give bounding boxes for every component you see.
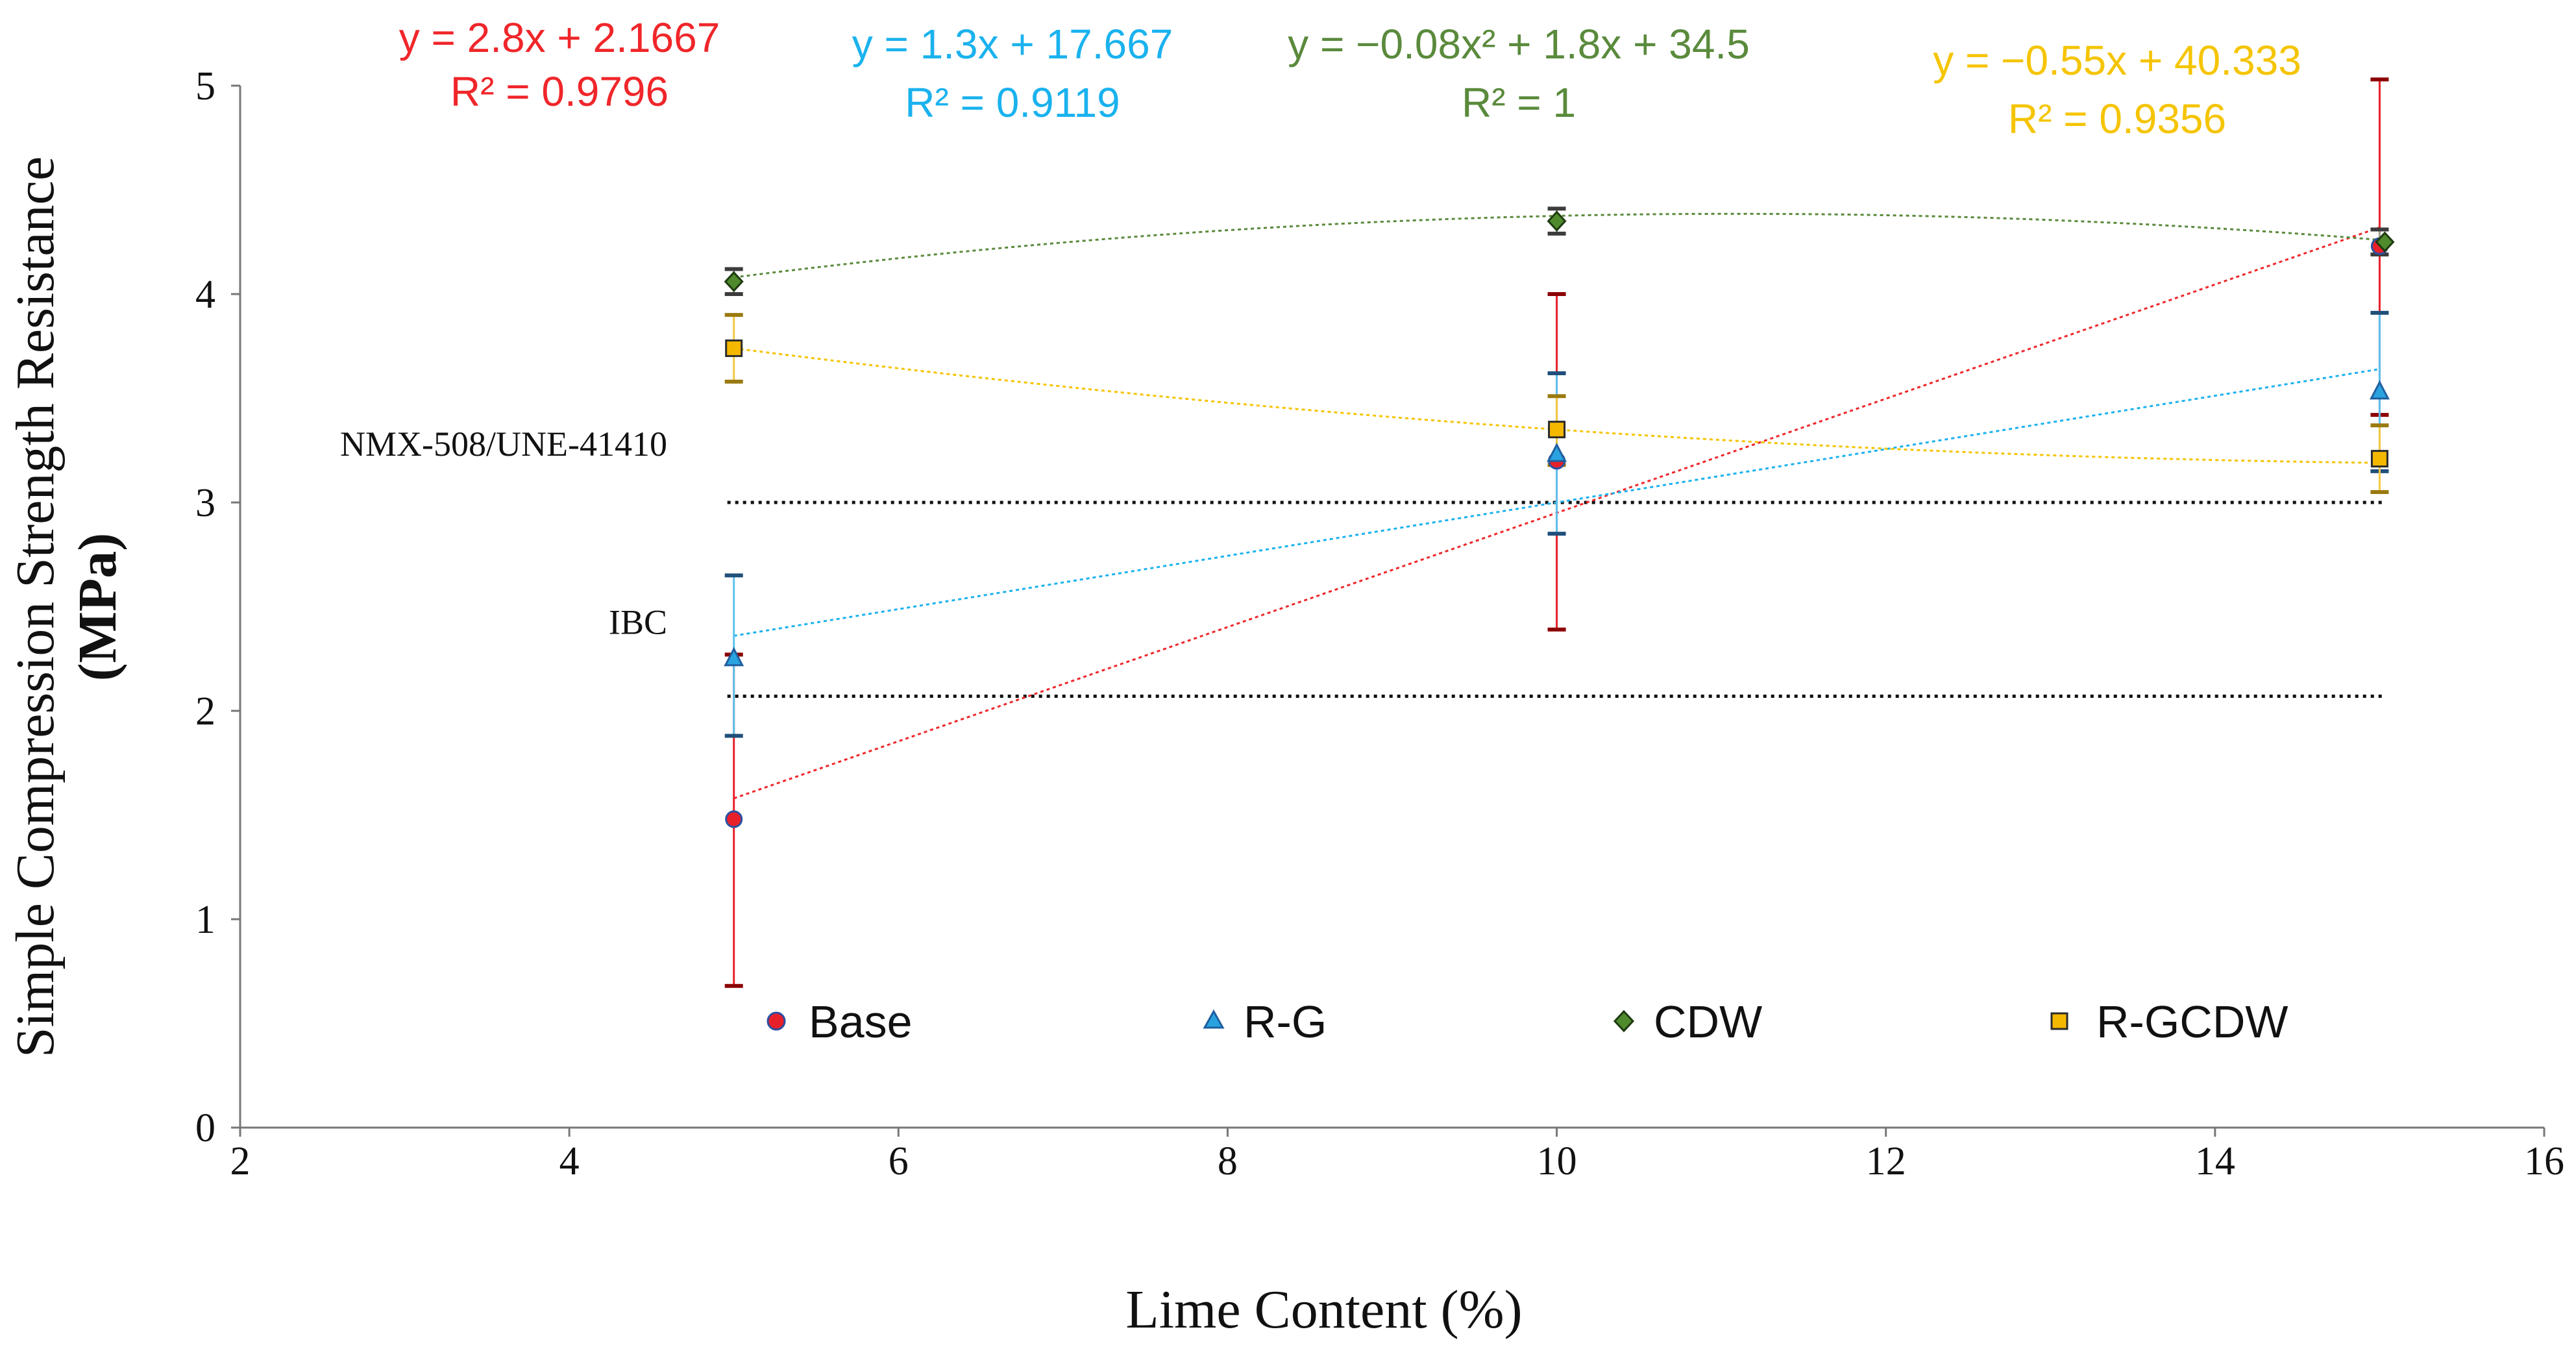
point-cdw-15 [2375,231,2395,253]
equation-base: y = 2.8x + 2.1667 R² = 0.9796 [399,14,720,115]
legend-marker-rg [1203,1009,1225,1029]
point-base-5 [725,810,743,828]
legend-marker-base [767,1011,786,1031]
x-tick-label-2: 2 [230,1139,251,1183]
point-rg-10 [1547,442,1567,462]
y-tick-label-0: 0 [195,1106,215,1150]
equation-rgcdw-r2: R² = 0.9356 [2008,95,2226,142]
legend-label-rg: R-G [1244,996,1327,1047]
legend-item-rg: R-G [1203,996,1327,1047]
equation-rg-r2: R² = 0.9119 [905,79,1120,126]
equation-rg: y = 1.3x + 17.667 R² = 0.9119 [852,21,1173,126]
x-tick-label-16: 16 [2524,1139,2564,1183]
x-tick-label-4: 4 [559,1139,580,1183]
y-axis-title-unit: (MPa) [67,533,128,682]
point-rg-5 [724,647,744,667]
x-tick-label-12: 12 [1866,1139,1906,1183]
equation-base-r2: R² = 0.9796 [450,68,669,115]
x-tick-label-10: 10 [1537,1139,1577,1183]
y-axis-title: Simple Compression Strength Resistance [5,156,66,1057]
legend-marker-rgcdw [2050,1012,2068,1030]
point-cdw-5 [724,271,744,292]
equation-cdw-r2: R² = 1 [1462,79,1576,126]
point-rgcdw-10 [1548,421,1566,439]
legend-item-rgcdw: R-GCDW [2050,996,2288,1047]
point-rg-15 [2369,380,2390,400]
legend-label-base: Base [809,996,913,1047]
legend: Base R-G CDW R-GCDW [767,996,2288,1047]
equation-rgcdw-text: y = −0.55x + 40.333 [1933,37,2301,84]
equation-cdw: y = −0.08x² + 1.8x + 34.5 R² = 1 [1288,21,1750,126]
x-axis-title: Lime Content (%) [1125,1280,1522,1340]
point-rgcdw-5 [725,339,743,357]
point-cdw-10 [1547,210,1567,232]
ref-line-label-0: NMX-508/UNE-41410 [340,425,667,464]
y-tick-label-3: 3 [195,481,215,525]
y-tick-label-1: 1 [195,898,215,942]
y-tick-label-5: 5 [195,64,215,108]
x-tick-label-14: 14 [2195,1139,2235,1183]
equation-rgcdw: y = −0.55x + 40.333 R² = 0.9356 [1933,37,2301,142]
legend-label-cdw: CDW [1654,996,1762,1047]
y-tick-label-4: 4 [195,273,215,317]
legend-item-cdw: CDW [1613,996,1762,1047]
y-tick-label-2: 2 [195,689,215,734]
data-points [724,210,2395,828]
x-tick-label-6: 6 [889,1139,909,1183]
x-tick-label-8: 8 [1218,1139,1238,1183]
point-rgcdw-15 [2370,450,2388,468]
equation-base-text: y = 2.8x + 2.1667 [399,14,720,61]
equation-rg-text: y = 1.3x + 17.667 [852,21,1173,68]
reference-lines: NMX-508/UNE-41410 IBC [340,425,2386,699]
legend-marker-cdw [1613,1009,1635,1033]
ref-line-label-1: IBC [609,603,667,642]
legend-item-base: Base [767,996,913,1047]
legend-label-rgcdw: R-GCDW [2096,996,2288,1047]
equation-cdw-text: y = −0.08x² + 1.8x + 34.5 [1288,21,1750,68]
